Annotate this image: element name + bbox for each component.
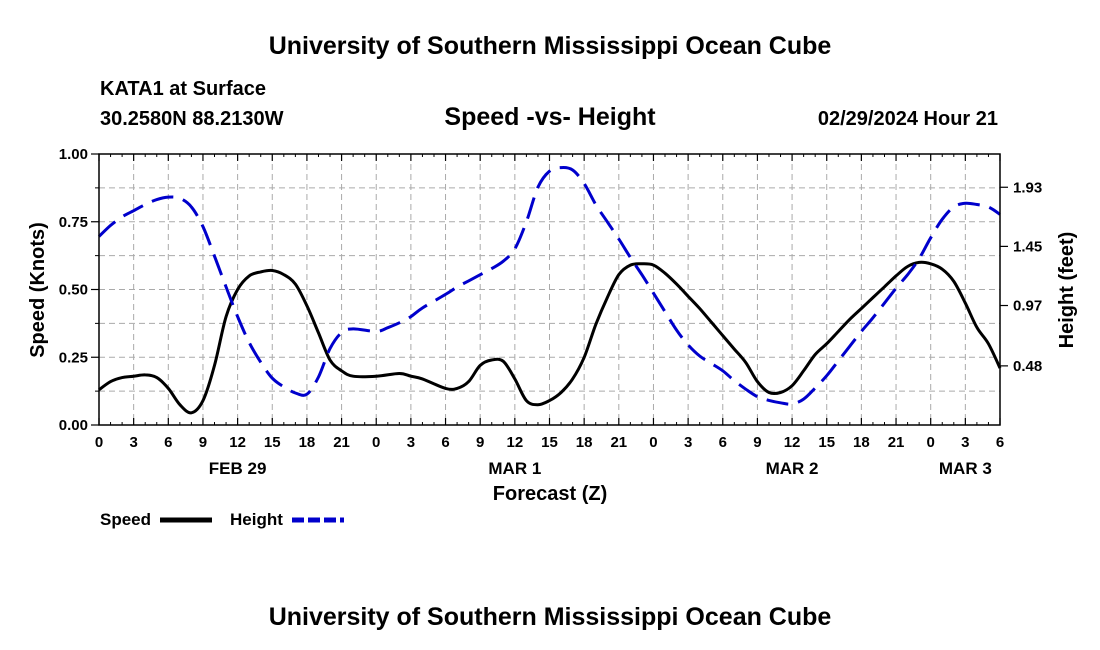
- x-tick-label: 21: [333, 434, 350, 451]
- station-label: KATA1 at Surface: [100, 78, 266, 100]
- tick-labels: 0 3 6 9 12 15 18 21 0 3 6 9 12 15 18 21 0 3 6 9 12 15 18 21 0 3 6 0…: [59, 146, 1042, 478]
- x-tick-label: 12: [229, 434, 246, 451]
- x-tick-label: 15: [264, 434, 281, 451]
- series-line-speed: [98, 260, 1002, 415]
- figure-title: University of Southern Mississippi Ocean…: [269, 32, 832, 60]
- y2-tick-label: 0.97: [1013, 298, 1042, 315]
- x-tick-label: 6: [996, 434, 1004, 451]
- chart-title: Speed -vs- Height: [444, 103, 656, 131]
- x-tick-label: 12: [507, 434, 524, 451]
- series-line-height: [97, 165, 1001, 406]
- x-tick-label: 21: [610, 434, 627, 451]
- x-tick-label: 0: [95, 434, 103, 451]
- x-date-label: MAR 1: [488, 459, 541, 478]
- x-tick-label: 21: [888, 434, 905, 451]
- x-tick-label: 18: [299, 434, 316, 451]
- x-tick-label: 9: [753, 434, 761, 451]
- y2-tick-label: 1.45: [1013, 238, 1042, 255]
- x-tick-label: 6: [164, 434, 172, 451]
- x-tick-label: 9: [199, 434, 207, 451]
- y-tick-label: 1.00: [59, 146, 88, 163]
- x-tick-label: 6: [719, 434, 727, 451]
- x-tick-label: 6: [441, 434, 449, 451]
- x-tick-label: 15: [541, 434, 558, 451]
- x-tick-label: 3: [129, 434, 137, 451]
- y2-tick-label: 1.93: [1013, 179, 1042, 196]
- y2-tick-label: 0.48: [1013, 358, 1042, 375]
- y2-axis-label: Height (feet): [1056, 232, 1078, 349]
- y-tick-label: 0.25: [59, 349, 88, 366]
- x-tick-label: 0: [372, 434, 380, 451]
- x-tick-label: 3: [407, 434, 415, 451]
- forecast-date: 02/29/2024 Hour 21: [818, 108, 998, 130]
- x-tick-label: 18: [853, 434, 870, 451]
- legend-label-height: Height: [230, 510, 283, 529]
- grid-lines: [99, 154, 1000, 425]
- legend: Speed Height: [100, 510, 344, 529]
- series-lines: [97, 165, 1002, 415]
- y-tick-label: 0.75: [59, 214, 88, 231]
- x-axis-label: Forecast (Z): [493, 483, 607, 505]
- legend-label-speed: Speed: [100, 510, 151, 529]
- x-tick-label: 9: [476, 434, 484, 451]
- x-tick-label: 3: [684, 434, 692, 451]
- x-tick-label: 0: [649, 434, 657, 451]
- plot-frame: [98, 153, 1001, 426]
- x-date-label: FEB 29: [209, 459, 267, 478]
- x-tick-label: 0: [927, 434, 935, 451]
- y-axis-label: Speed (Knots): [27, 222, 49, 358]
- x-tick-label: 12: [784, 434, 801, 451]
- x-tick-label: 3: [961, 434, 969, 451]
- station-coords: 30.2580N 88.2130W: [100, 108, 284, 130]
- x-date-label: MAR 2: [766, 459, 819, 478]
- footer-title: University of Southern Mississippi Ocean…: [269, 603, 832, 631]
- y-tick-label: 0.50: [59, 282, 88, 299]
- x-date-label: MAR 3: [939, 459, 992, 478]
- x-tick-label: 18: [576, 434, 593, 451]
- y-tick-label: 0.00: [59, 417, 88, 434]
- x-tick-label: 15: [818, 434, 835, 451]
